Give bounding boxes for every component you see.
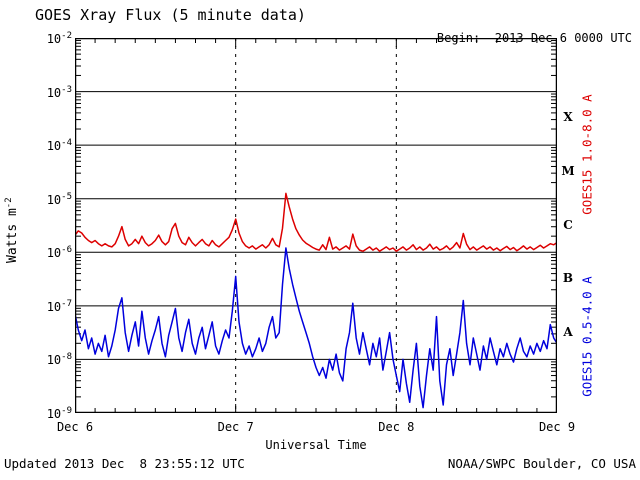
flare-class-label-m: M [561, 163, 575, 178]
legend-short-channel: GOES15 0.5-4.0 A [579, 276, 595, 397]
y-tick-label: 10-4 [46, 138, 72, 154]
flare-class-label-c: C [563, 217, 573, 232]
y-tick-label: 10-3 [46, 84, 72, 100]
x-tick-label: Dec 7 [217, 420, 254, 434]
y-tick-label: 10-9 [46, 406, 72, 421]
y-axis-title: Watts m-2 [4, 160, 20, 300]
xray-flux-chart [75, 38, 557, 413]
flare-class-label-b: B [562, 271, 574, 286]
xray-long-series-line [75, 192, 557, 252]
x-tick-label: Dec 9 [538, 420, 576, 434]
y-tick-label: 10-5 [46, 191, 72, 207]
flare-class-label-a: A [563, 324, 573, 339]
plot-border [75, 38, 557, 413]
plot-area [75, 38, 557, 413]
flare-class-label-x: X [563, 110, 573, 125]
x-tick-label: Dec 6 [56, 420, 94, 434]
updated-timestamp: Updated 2013 Dec 8 23:55:12 UTC [4, 456, 245, 471]
y-axis-title-wrap: Watts m-2 [2, 160, 22, 300]
x-axis-title: Universal Time [265, 438, 367, 452]
legend-long-channel: GOES15 1.0-8.0 A [579, 94, 595, 215]
y-tick-label: 10-8 [46, 352, 72, 368]
x-tick-label: Dec 8 [378, 420, 415, 434]
y-tick-label: 10-7 [46, 298, 72, 314]
data-source-credit: NOAA/SWPC Boulder, CO USA [447, 456, 636, 471]
y-axis-title-exponent: -2 [3, 197, 14, 209]
xray-short-series-line [75, 247, 557, 409]
y-tick-label: 10-2 [46, 31, 72, 46]
y-tick-label: 10-6 [46, 245, 72, 261]
y-axis-title-base: Watts m [5, 208, 21, 263]
chart-title: GOES Xray Flux (5 minute data) [35, 6, 306, 24]
